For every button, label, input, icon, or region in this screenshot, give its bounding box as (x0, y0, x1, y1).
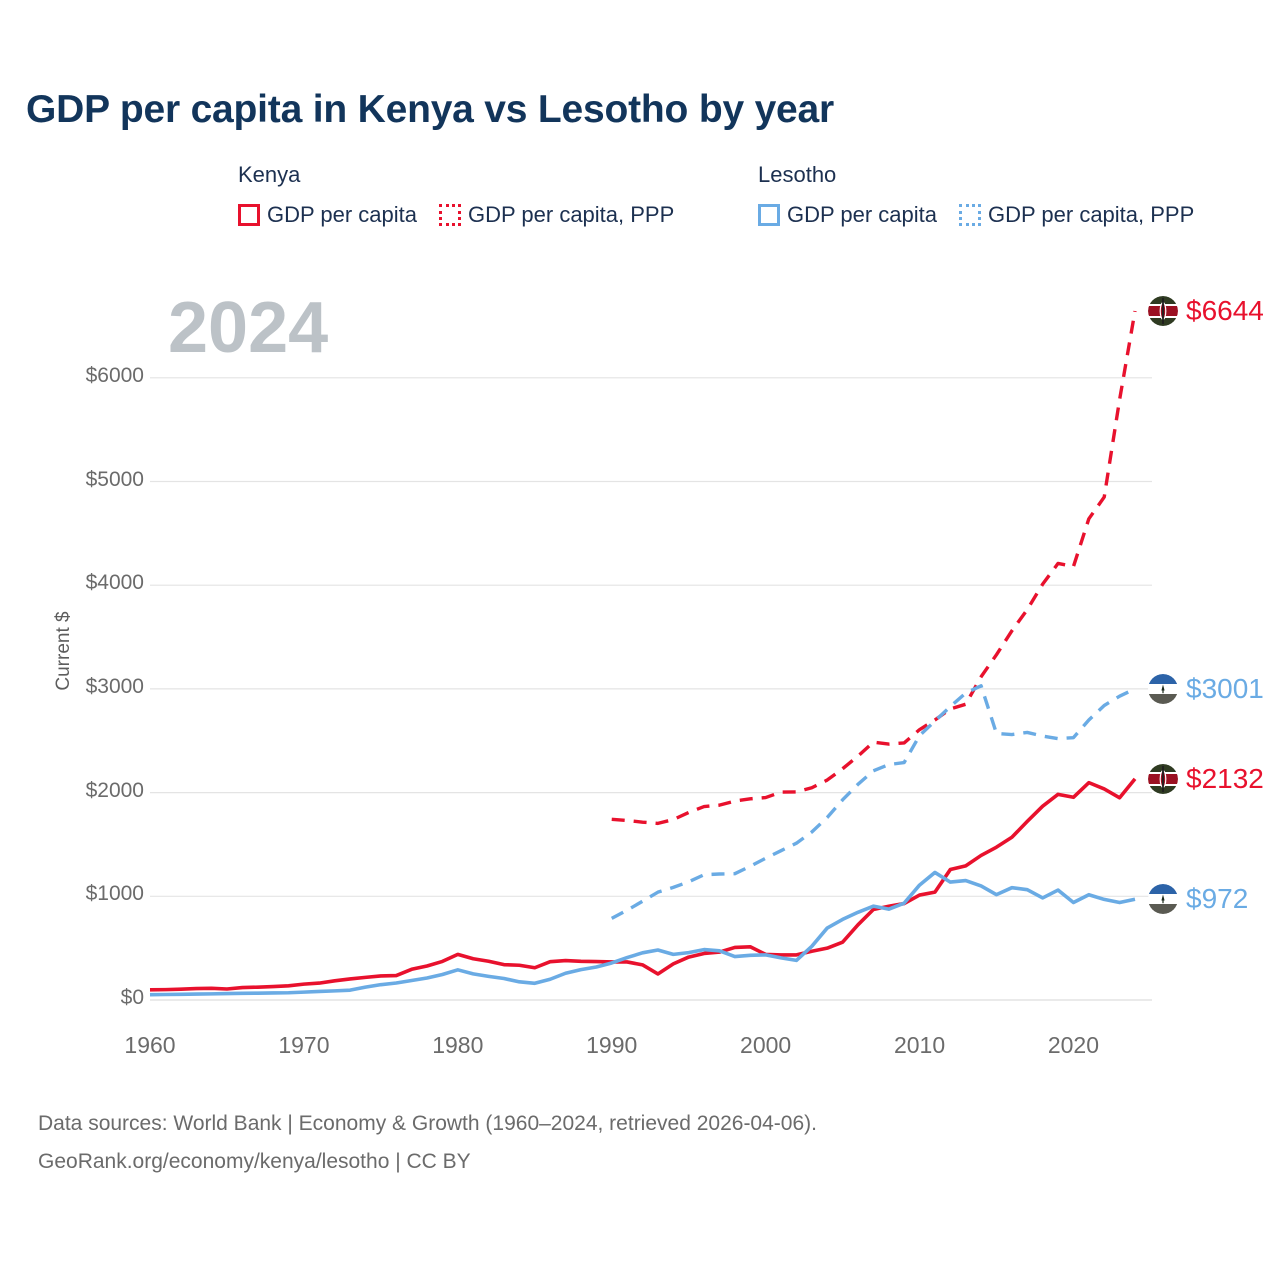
y-tick-label: $6000 (85, 363, 144, 387)
end-label-3: $972 (1148, 883, 1248, 915)
lesotho-flag-icon (1148, 673, 1178, 704)
end-label-0: $6644 (1148, 295, 1264, 327)
y-tick-label: $2000 (85, 778, 144, 802)
legend-label-lesotho-gdp-ppp: GDP per capita, PPP (988, 202, 1195, 227)
x-tick-label: 2020 (1047, 1032, 1100, 1058)
legend-group-title-kenya: Kenya (238, 162, 301, 187)
footer: Data sources: World Bank | Economy & Gro… (38, 1105, 817, 1181)
kenya-flag-icon (1148, 763, 1178, 794)
kenya-flag-icon (1148, 296, 1178, 327)
legend-swatch-solid-blue-icon (758, 204, 780, 226)
x-tick-label: 2000 (740, 1032, 792, 1058)
series-line-3 (610, 684, 1136, 920)
series-lines (149, 310, 1137, 997)
series-line-2 (149, 870, 1136, 997)
footer-line-attribution[interactable]: GeoRank.org/economy/kenya/lesotho | CC B… (38, 1150, 471, 1173)
y-tick-label: $3000 (85, 674, 144, 698)
chart-legend: Kenya GDP per capita GDP per capita, PPP… (238, 162, 1268, 248)
legend-group-title-lesotho: Lesotho (758, 162, 837, 187)
x-tick-label: 1980 (432, 1032, 484, 1058)
legend-group-lesotho: Lesotho GDP per capita GDP per capita, P… (758, 162, 1194, 228)
kenya-flag-icon (1148, 296, 1178, 327)
lesotho-flag-icon (1148, 673, 1178, 704)
y-tick-label: $5000 (85, 467, 144, 491)
legend-item-kenya-gdp-ppp[interactable]: GDP per capita, PPP (439, 202, 674, 228)
x-tick-label: 1990 (586, 1032, 638, 1058)
kenya-flag-icon (1148, 763, 1178, 794)
legend-swatch-dotted-red-icon (439, 204, 462, 226)
legend-item-lesotho-gdp[interactable]: GDP per capita (758, 202, 937, 228)
legend-swatch-dotted-blue-icon (959, 204, 982, 226)
legend-group-kenya: Kenya GDP per capita GDP per capita, PPP (238, 162, 674, 228)
end-label-value: $972 (1186, 883, 1249, 915)
year-watermark: 2024 (168, 288, 329, 368)
lesotho-flag-icon (1148, 884, 1178, 915)
legend-label-lesotho-gdp: GDP per capita (787, 202, 938, 227)
footer-line-sources: Data sources: World Bank | Economy & Gro… (38, 1112, 817, 1135)
end-label-value: $3001 (1186, 672, 1264, 704)
x-tick-label: 2010 (893, 1032, 946, 1058)
end-label-2: $2132 (1148, 763, 1264, 795)
y-tick-label: $0 (120, 986, 144, 1009)
legend-item-kenya-gdp[interactable]: GDP per capita (238, 202, 417, 228)
legend-label-kenya-gdp-ppp: GDP per capita, PPP (468, 202, 675, 227)
legend-swatch-solid-red-icon (238, 204, 260, 226)
end-label-1: $3001 (1148, 673, 1264, 705)
y-tick-label: $4000 (85, 571, 144, 595)
end-label-value: $6644 (1186, 295, 1264, 327)
end-label-value: $2132 (1186, 762, 1264, 794)
series-line-0 (149, 777, 1137, 992)
legend-items-lesotho: GDP per capita GDP per capita, PPP (758, 202, 1194, 228)
legend-label-kenya-gdp: GDP per capita (267, 202, 418, 227)
x-axis-ticks: 1960 1970 1980 1990 2000 2010 2020 (124, 1032, 1100, 1058)
gridlines (150, 377, 1152, 1001)
lesotho-flag-icon (1148, 884, 1178, 915)
x-tick-label: 1970 (278, 1032, 330, 1058)
page-title: GDP per capita in Kenya vs Lesotho by ye… (26, 88, 835, 131)
x-tick-label: 1960 (124, 1032, 176, 1058)
y-axis-ticks: $0 $1000 $2000 $3000 $4000 $5000 $6000 (0, 0, 144, 1100)
y-tick-label: $1000 (85, 882, 144, 906)
series-line-1 (611, 310, 1137, 826)
legend-item-lesotho-gdp-ppp[interactable]: GDP per capita, PPP (959, 202, 1194, 228)
legend-items-kenya: GDP per capita GDP per capita, PPP (238, 202, 674, 228)
